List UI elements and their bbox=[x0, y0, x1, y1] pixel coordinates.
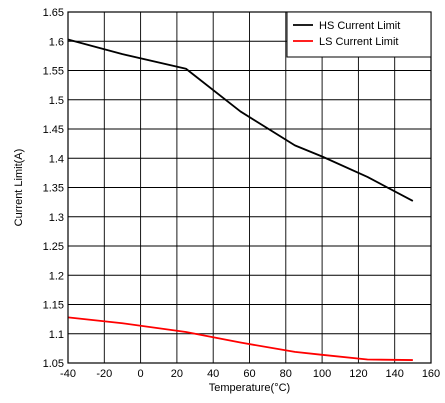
plot-frame bbox=[67, 11, 432, 364]
x-tick-label: 140 bbox=[386, 368, 404, 380]
y-tick-label: 1.15 bbox=[43, 300, 64, 312]
y-tick-label: 1.5 bbox=[49, 95, 64, 107]
y-tick-label: 1.25 bbox=[43, 241, 64, 253]
y-tick-label: 1.2 bbox=[49, 270, 64, 282]
x-tick-label: 120 bbox=[349, 368, 367, 380]
y-tick-label: 1.55 bbox=[43, 66, 64, 78]
grid bbox=[67, 11, 432, 364]
y-axis-label: Current Limit(A) bbox=[13, 149, 25, 227]
y-tick-label: 1.05 bbox=[43, 358, 64, 370]
y-tick-label: 1.1 bbox=[49, 329, 64, 341]
x-tick-label: 20 bbox=[171, 368, 183, 380]
y-tick-labels: 1.05 1.1 1.15 1.2 1.25 1.3 1.35 1.4 1.45 1.5 1.55 1… bbox=[43, 7, 64, 370]
x-tick-label: 40 bbox=[207, 368, 219, 380]
x-tick-label: 0 bbox=[138, 368, 144, 380]
legend: HS Current Limit LS Current Limit bbox=[286, 11, 432, 58]
x-tick-label: 100 bbox=[313, 368, 331, 380]
y-tick-label: 1.3 bbox=[49, 212, 64, 224]
series-line-ls bbox=[67, 316, 413, 361]
y-tick-label: 1.45 bbox=[43, 124, 64, 136]
x-axis-label: Temperature(°C) bbox=[209, 382, 290, 394]
x-tick-label: -20 bbox=[96, 368, 112, 380]
legend-label: LS Current Limit bbox=[319, 36, 398, 48]
y-tick-label: 1.6 bbox=[49, 36, 64, 48]
series-lines bbox=[67, 38, 414, 361]
y-tick-label: 1.65 bbox=[43, 7, 64, 19]
y-tick-label: 1.4 bbox=[49, 153, 64, 165]
x-tick-label: 80 bbox=[280, 368, 292, 380]
x-tick-label: 160 bbox=[422, 368, 440, 380]
legend-label: HS Current Limit bbox=[319, 20, 400, 32]
series-line-hs bbox=[67, 38, 414, 202]
x-tick-label: 60 bbox=[243, 368, 255, 380]
x-tick-label: -40 bbox=[60, 368, 76, 380]
y-tick-label: 1.35 bbox=[43, 183, 64, 195]
legend-box bbox=[286, 11, 432, 58]
x-tick-labels: -40 -20 0 20 40 60 80 100 120 140 160 bbox=[60, 368, 440, 380]
